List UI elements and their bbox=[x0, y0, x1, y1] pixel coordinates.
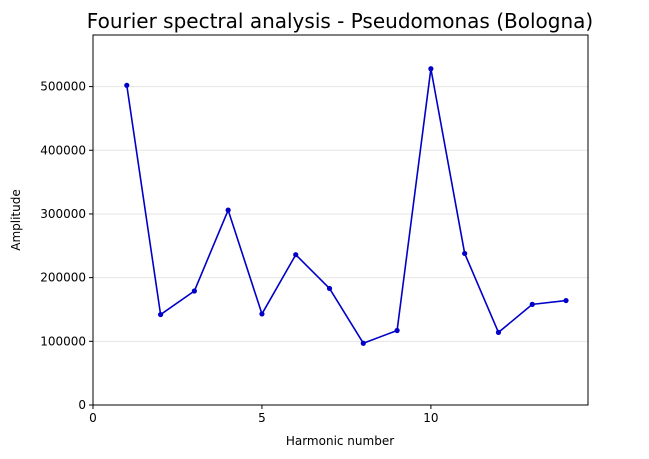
y-tick-label: 100000 bbox=[40, 334, 86, 348]
x-tick-label: 0 bbox=[89, 411, 97, 425]
data-point bbox=[360, 340, 366, 346]
data-point bbox=[225, 207, 231, 213]
axis-ticks: 0 100000 200000 300000 400000 500000 0 5 10 bbox=[40, 80, 438, 425]
data-point bbox=[428, 66, 434, 72]
data-point bbox=[563, 297, 569, 304]
y-tick-label: 200000 bbox=[40, 271, 86, 285]
data-point bbox=[124, 82, 130, 88]
chart-title: Fourier spectral analysis - Pseudomonas … bbox=[87, 9, 593, 33]
x-tick-label: 5 bbox=[258, 411, 266, 425]
data-point bbox=[529, 301, 535, 307]
data-point bbox=[326, 285, 333, 292]
data-point bbox=[495, 329, 502, 336]
grid bbox=[93, 86, 588, 342]
x-tick-label: 10 bbox=[423, 411, 438, 425]
y-tick-label: 0 bbox=[78, 398, 86, 412]
y-axis-label: Amplitude bbox=[9, 189, 23, 251]
series-layer bbox=[124, 66, 569, 346]
y-tick-label: 400000 bbox=[40, 143, 86, 157]
data-point bbox=[191, 288, 197, 294]
x-axis-label: Harmonic number bbox=[286, 434, 394, 448]
data-point bbox=[293, 252, 299, 258]
data-point bbox=[157, 311, 164, 318]
series-line bbox=[125, 67, 567, 345]
data-point bbox=[462, 250, 468, 257]
plot-area bbox=[92, 34, 589, 406]
data-point bbox=[259, 311, 265, 317]
y-tick-label: 300000 bbox=[40, 207, 86, 221]
data-point bbox=[394, 327, 400, 334]
y-tick-label: 500000 bbox=[40, 80, 86, 94]
